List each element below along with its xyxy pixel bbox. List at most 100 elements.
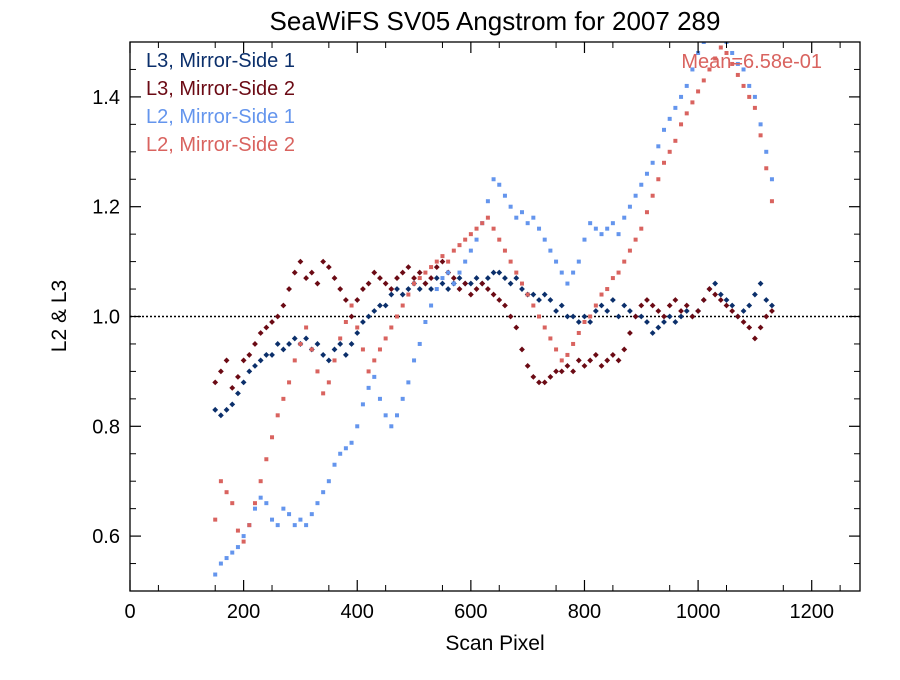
data-point: [536, 379, 542, 386]
data-point: [275, 523, 280, 528]
data-point: [672, 297, 679, 303]
data-point: [610, 276, 615, 281]
data-point: [263, 324, 270, 331]
data-point: [621, 302, 628, 309]
data-point: [639, 182, 644, 187]
data-point: [764, 166, 769, 171]
data-point: [217, 412, 224, 419]
data-point: [429, 303, 434, 308]
data-point: [769, 302, 775, 309]
data-point: [548, 336, 553, 341]
data-point: [257, 330, 264, 336]
data-point: [769, 177, 774, 182]
data-point: [326, 380, 331, 385]
data-point: [678, 308, 684, 314]
data-point: [433, 275, 440, 281]
data-point: [304, 325, 309, 330]
data-point: [223, 406, 230, 413]
data-point: [331, 346, 338, 353]
data-point: [474, 237, 479, 242]
data-point: [553, 308, 559, 314]
legend-entry: L2, Mirror-Side 2: [146, 134, 295, 156]
data-point: [638, 302, 645, 309]
data-point: [252, 501, 257, 506]
data-point: [348, 313, 355, 320]
data-point: [679, 122, 684, 127]
data-point: [213, 572, 218, 577]
mean-annotation: Mean=6.58e-01: [681, 51, 822, 73]
data-point: [598, 363, 605, 369]
y-tick-label: 1.0: [92, 307, 120, 329]
data-point: [365, 280, 372, 287]
data-point: [332, 358, 337, 363]
data-point: [230, 501, 235, 506]
data-point: [616, 270, 621, 275]
data-point: [480, 221, 485, 226]
data-point: [399, 269, 406, 276]
data-point: [502, 248, 507, 253]
data-point: [337, 341, 344, 347]
data-point: [252, 341, 258, 347]
data-point: [717, 291, 724, 298]
data-point: [729, 308, 736, 314]
data-point: [383, 336, 388, 341]
data-point: [349, 440, 354, 445]
data-point: [587, 319, 594, 325]
data-point: [571, 270, 576, 275]
y-tick-label: 1.2: [92, 197, 120, 219]
data-point: [343, 319, 348, 324]
data-point: [547, 297, 554, 303]
data-point: [638, 313, 645, 320]
data-point: [372, 374, 377, 379]
data-point: [514, 270, 519, 275]
data-point: [497, 182, 502, 187]
data-point: [383, 413, 388, 418]
data-point: [662, 127, 667, 132]
data-point: [696, 89, 701, 94]
data-point: [764, 149, 769, 154]
data-point: [627, 248, 632, 253]
data-point: [582, 237, 587, 242]
data-point: [321, 391, 326, 396]
data-point: [337, 286, 344, 292]
data-point: [507, 280, 514, 287]
data-point: [389, 325, 394, 330]
data-point: [446, 270, 451, 275]
data-point: [592, 308, 599, 314]
data-point: [706, 286, 713, 292]
data-point: [605, 226, 610, 231]
data-point: [456, 286, 463, 292]
data-point: [599, 232, 604, 237]
data-point: [303, 335, 310, 342]
data-point: [218, 561, 223, 566]
data-point: [497, 237, 502, 242]
data-point: [229, 384, 236, 391]
data-point: [507, 313, 514, 320]
data-point: [434, 287, 439, 292]
data-point: [297, 258, 304, 265]
data-point: [406, 380, 411, 385]
data-point: [656, 177, 661, 182]
data-point: [479, 280, 486, 287]
legend-entry: L2, Mirror-Side 1: [146, 106, 295, 128]
data-point: [326, 479, 331, 484]
data-point: [484, 275, 491, 281]
data-point: [747, 94, 752, 99]
data-point: [274, 341, 281, 347]
data-point: [531, 215, 536, 220]
data-point: [605, 287, 610, 292]
data-point: [382, 280, 389, 287]
data-point: [355, 325, 360, 330]
data-point: [247, 523, 252, 528]
data-point: [429, 265, 434, 270]
y-tick-label: 0.8: [92, 416, 120, 438]
data-point: [718, 45, 723, 50]
data-point: [599, 292, 604, 297]
data-point: [400, 303, 405, 308]
data-point: [649, 330, 656, 336]
data-point: [673, 105, 678, 110]
data-point: [707, 67, 712, 72]
data-point: [519, 210, 524, 215]
data-point: [723, 302, 730, 309]
data-point: [491, 177, 496, 182]
